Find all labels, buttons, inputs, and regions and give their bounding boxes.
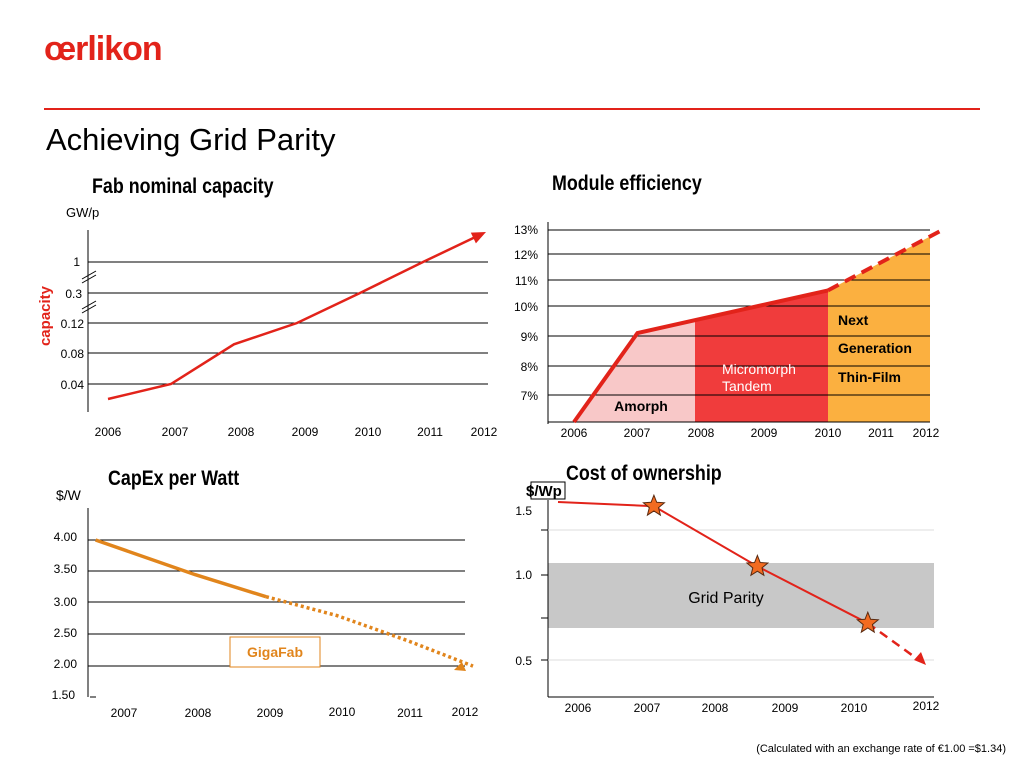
eff-y-tick: 12% <box>514 248 538 262</box>
coo-unit-box <box>530 481 566 500</box>
capex-title: CapEx per Watt <box>108 467 240 490</box>
fab-capacity-series <box>107 235 478 401</box>
eff-x-tick: 2012 <box>913 426 940 440</box>
grid-parity-label: Grid Parity <box>688 590 764 607</box>
oerlikon-logo: œrlikon <box>44 30 163 68</box>
eff-x-tick: 2011 <box>868 426 894 440</box>
cost-ownership-title: Cost of ownership <box>566 462 722 485</box>
coo-x-tick: 2007 <box>634 701 661 715</box>
coo-y-tick: 1.0 <box>515 568 532 582</box>
cost-series-solid <box>557 501 869 625</box>
capex-y-tick: 2.50 <box>54 626 78 640</box>
eff-y-tick: 13% <box>514 223 538 237</box>
capex-arrow-head <box>454 662 466 671</box>
coo-x-tick: 2009 <box>772 701 799 715</box>
fab-x-tick: 2008 <box>228 425 255 439</box>
cost-series-dashed <box>867 622 917 660</box>
star-marker <box>745 554 770 577</box>
capex-series-dotted <box>265 595 474 668</box>
region-next-gen <box>828 230 943 422</box>
region-micromorph <box>695 290 828 422</box>
efficiency-series-dashed <box>827 228 944 293</box>
eff-y-tick: 8% <box>521 360 539 374</box>
gigafab-label: GigaFab <box>247 644 303 660</box>
coo-x-tick: 2006 <box>565 701 592 715</box>
fab-axis-break <box>81 274 97 284</box>
gigafab-box <box>229 636 321 668</box>
fab-capacity-unit: GW/p <box>66 205 100 220</box>
coo-unit-label: $/Wp <box>526 483 562 500</box>
eff-y-tick: 9% <box>521 330 539 344</box>
region-label-micromorph: Micromorph <box>722 361 796 377</box>
cost-ownership-chart: Grid Parity $/Wp 1.5 1.0 0.5 2006 2007 2… <box>515 481 940 715</box>
star-marker <box>642 493 666 517</box>
capex-x-tick: 2009 <box>257 706 284 720</box>
capex-x-tick: 2008 <box>185 706 212 720</box>
fab-x-tick: 2006 <box>95 425 122 439</box>
fab-y-tick: 0.12 <box>61 317 85 331</box>
region-label-amorph: Amorph <box>614 398 668 414</box>
capex-x-tick: 2010 <box>329 705 356 719</box>
fab-y-label: capacity <box>37 285 54 346</box>
fab-x-tick: 2011 <box>417 425 443 439</box>
exchange-rate-footnote: (Calculated with an exchange rate of €1.… <box>756 743 1006 755</box>
fab-y-tick: 0.08 <box>61 347 85 361</box>
eff-y-tick: 7% <box>521 389 539 403</box>
fab-capacity-chart: 1 0.3 0.12 0.08 0.04 capacity 2006 2007 … <box>37 230 498 439</box>
fab-arrow-head <box>470 232 486 244</box>
coo-x-tick: 2012 <box>913 699 940 713</box>
efficiency-series-solid <box>572 288 829 424</box>
capex-y-tick: 3.00 <box>54 595 78 609</box>
capex-y-tick: 1.50 <box>52 688 76 702</box>
capex-x-tick: 2007 <box>111 706 138 720</box>
capex-y-tick: 2.00 <box>54 657 78 671</box>
eff-x-tick: 2010 <box>815 426 842 440</box>
eff-x-tick: 2006 <box>561 426 588 440</box>
coo-x-tick: 2010 <box>841 701 868 715</box>
fab-x-tick: 2012 <box>471 425 498 439</box>
region-amorph <box>574 320 695 422</box>
region-label-next: Next <box>838 312 869 328</box>
capex-y-tick: 3.50 <box>54 562 78 576</box>
coo-y-tick: 0.5 <box>515 654 532 668</box>
fab-x-tick: 2009 <box>292 425 319 439</box>
capex-y-tick: 4.00 <box>54 530 78 544</box>
capex-unit: $/W <box>56 487 81 503</box>
fab-y-tick: 0.04 <box>61 378 85 392</box>
eff-y-tick: 10% <box>514 300 538 314</box>
eff-y-tick: 11% <box>515 274 538 288</box>
capex-x-tick: 2012 <box>452 705 479 719</box>
region-label-tandem: Tandem <box>722 378 772 394</box>
fab-axis-break <box>81 270 97 280</box>
eff-x-tick: 2009 <box>751 426 778 440</box>
fab-capacity-title: Fab nominal capacity <box>92 175 274 198</box>
capex-x-tick: 2011 <box>397 706 423 720</box>
fab-axis-break <box>81 304 97 314</box>
region-label-thinfilm: Thin-Film <box>838 369 901 385</box>
region-label-generation: Generation <box>838 340 912 356</box>
page-title: Achieving Grid Parity <box>46 122 336 157</box>
fab-y-tick: 0.3 <box>65 287 82 301</box>
fab-x-tick: 2007 <box>162 425 189 439</box>
module-efficiency-title: Module efficiency <box>552 172 702 195</box>
capex-series-solid <box>95 538 267 599</box>
module-efficiency-chart: 13% 12% 11% 10% 9% 8% 7% 2006 2007 2008 … <box>514 222 944 440</box>
cost-markers <box>642 493 880 634</box>
capex-chart: 4.00 3.50 3.00 2.50 2.00 1.50 2007 2008 … <box>52 508 479 720</box>
fab-x-tick: 2010 <box>355 425 382 439</box>
coo-y-tick: 1.5 <box>515 504 532 518</box>
coo-x-tick: 2008 <box>702 701 729 715</box>
eff-x-tick: 2008 <box>688 426 715 440</box>
eff-x-tick: 2007 <box>624 426 651 440</box>
star-marker <box>855 610 880 634</box>
fab-y-tick: 1 <box>73 255 80 269</box>
header-divider <box>44 108 980 110</box>
coo-arrow-head <box>914 652 926 665</box>
fab-axis-break <box>81 300 97 310</box>
